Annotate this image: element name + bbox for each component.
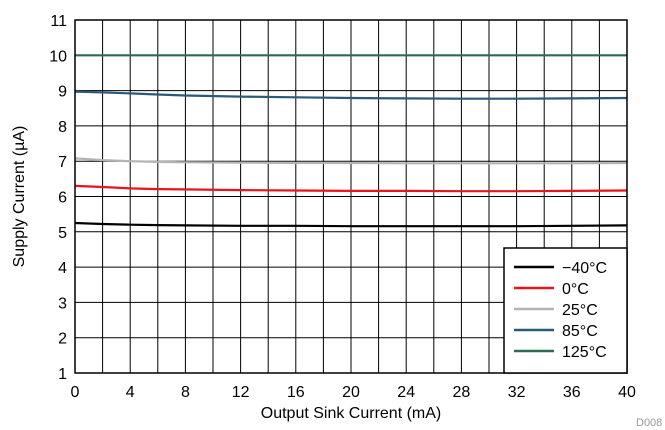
x-tick-label: 36 — [563, 384, 581, 401]
x-tick-label: 4 — [126, 384, 135, 401]
y-tick-label: 7 — [58, 154, 67, 171]
y-tick-label: 1 — [58, 366, 67, 383]
y-tick-label: 3 — [58, 295, 67, 312]
plot-frame — [74, 19, 628, 374]
x-tick-label: 24 — [397, 384, 415, 401]
legend-label-3: 85°C — [562, 323, 598, 340]
x-tick-label: 28 — [453, 384, 471, 401]
y-tick-label: 5 — [58, 225, 67, 242]
y-tick-label: 10 — [49, 48, 67, 65]
y-tick-label: 9 — [58, 84, 67, 101]
y-tick-label: 2 — [58, 331, 67, 348]
series-line-3 — [74, 90, 628, 100]
legend: −40°C 0°C 25°C 85°C 125°C — [503, 247, 628, 374]
x-tick-label: 16 — [287, 384, 305, 401]
series-line-1 — [74, 184, 628, 193]
x-axis-label: Output Sink Current (mA) — [261, 405, 442, 422]
legend-box — [503, 247, 628, 374]
legend-label-0: −40°C — [562, 260, 607, 277]
x-tick-label: 20 — [342, 384, 360, 401]
y-tick-label: 8 — [58, 119, 67, 136]
series-lines — [74, 54, 628, 228]
x-tick-label: 8 — [181, 384, 190, 401]
x-tick-labels: 0 4 8 12 16 20 24 28 32 36 40 — [71, 384, 636, 401]
y-tick-label: 6 — [58, 190, 67, 207]
legend-label-4: 125°C — [562, 344, 607, 361]
y-tick-labels: 1 2 3 4 5 6 7 8 9 10 11 — [49, 13, 67, 383]
series-line-0 — [74, 221, 628, 228]
legend-label-1: 0°C — [562, 281, 589, 298]
y-tick-label: 11 — [50, 13, 67, 30]
x-tick-label: 40 — [618, 384, 636, 401]
y-tick-label: 4 — [58, 260, 67, 277]
x-tick-label: 32 — [508, 384, 526, 401]
figure-id: D008 — [636, 417, 662, 429]
x-tick-label: 12 — [232, 384, 250, 401]
legend-label-2: 25°C — [562, 302, 598, 319]
y-axis-label: Supply Current (µA) — [11, 126, 28, 268]
series-line-2 — [74, 157, 628, 165]
x-tick-label: 0 — [71, 384, 80, 401]
